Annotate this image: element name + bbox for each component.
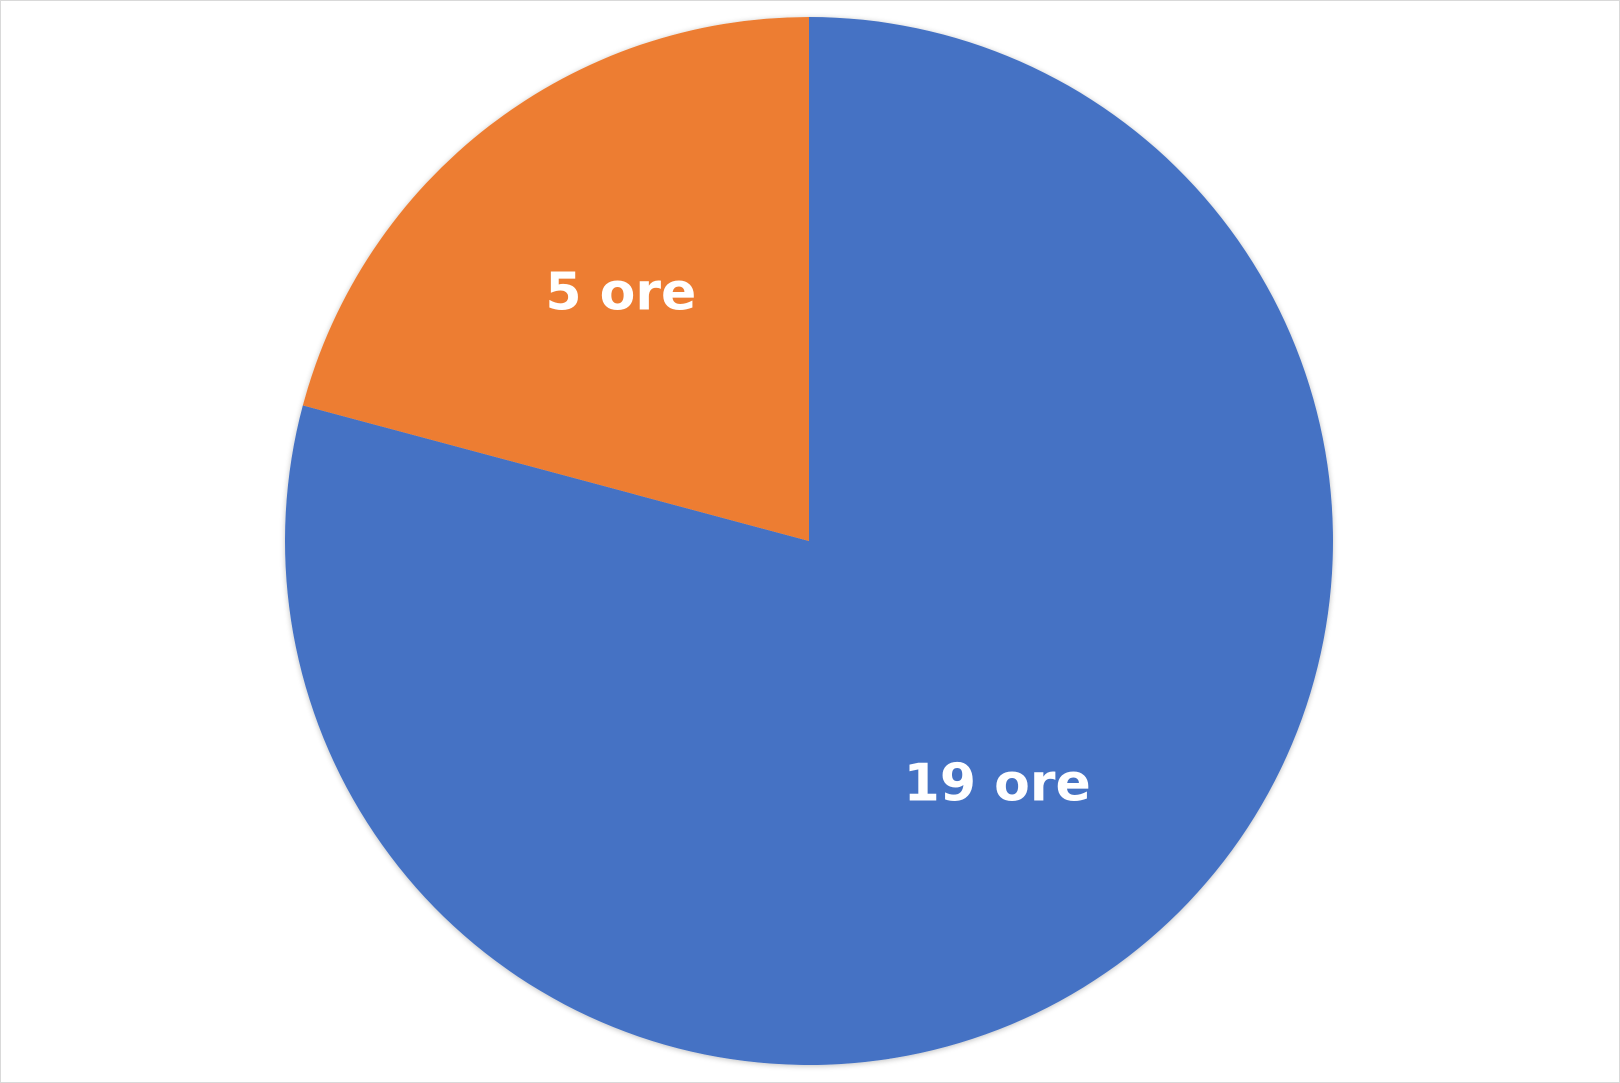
pie-labels: 19 ore 5 ore — [545, 263, 1090, 814]
pie-slices — [284, 17, 1333, 1065]
slice-label-0: 19 ore — [904, 753, 1091, 813]
slice-label-1: 5 ore — [545, 263, 696, 323]
pie-slice-0 — [284, 17, 1333, 1065]
pie-slice-1 — [302, 17, 809, 541]
